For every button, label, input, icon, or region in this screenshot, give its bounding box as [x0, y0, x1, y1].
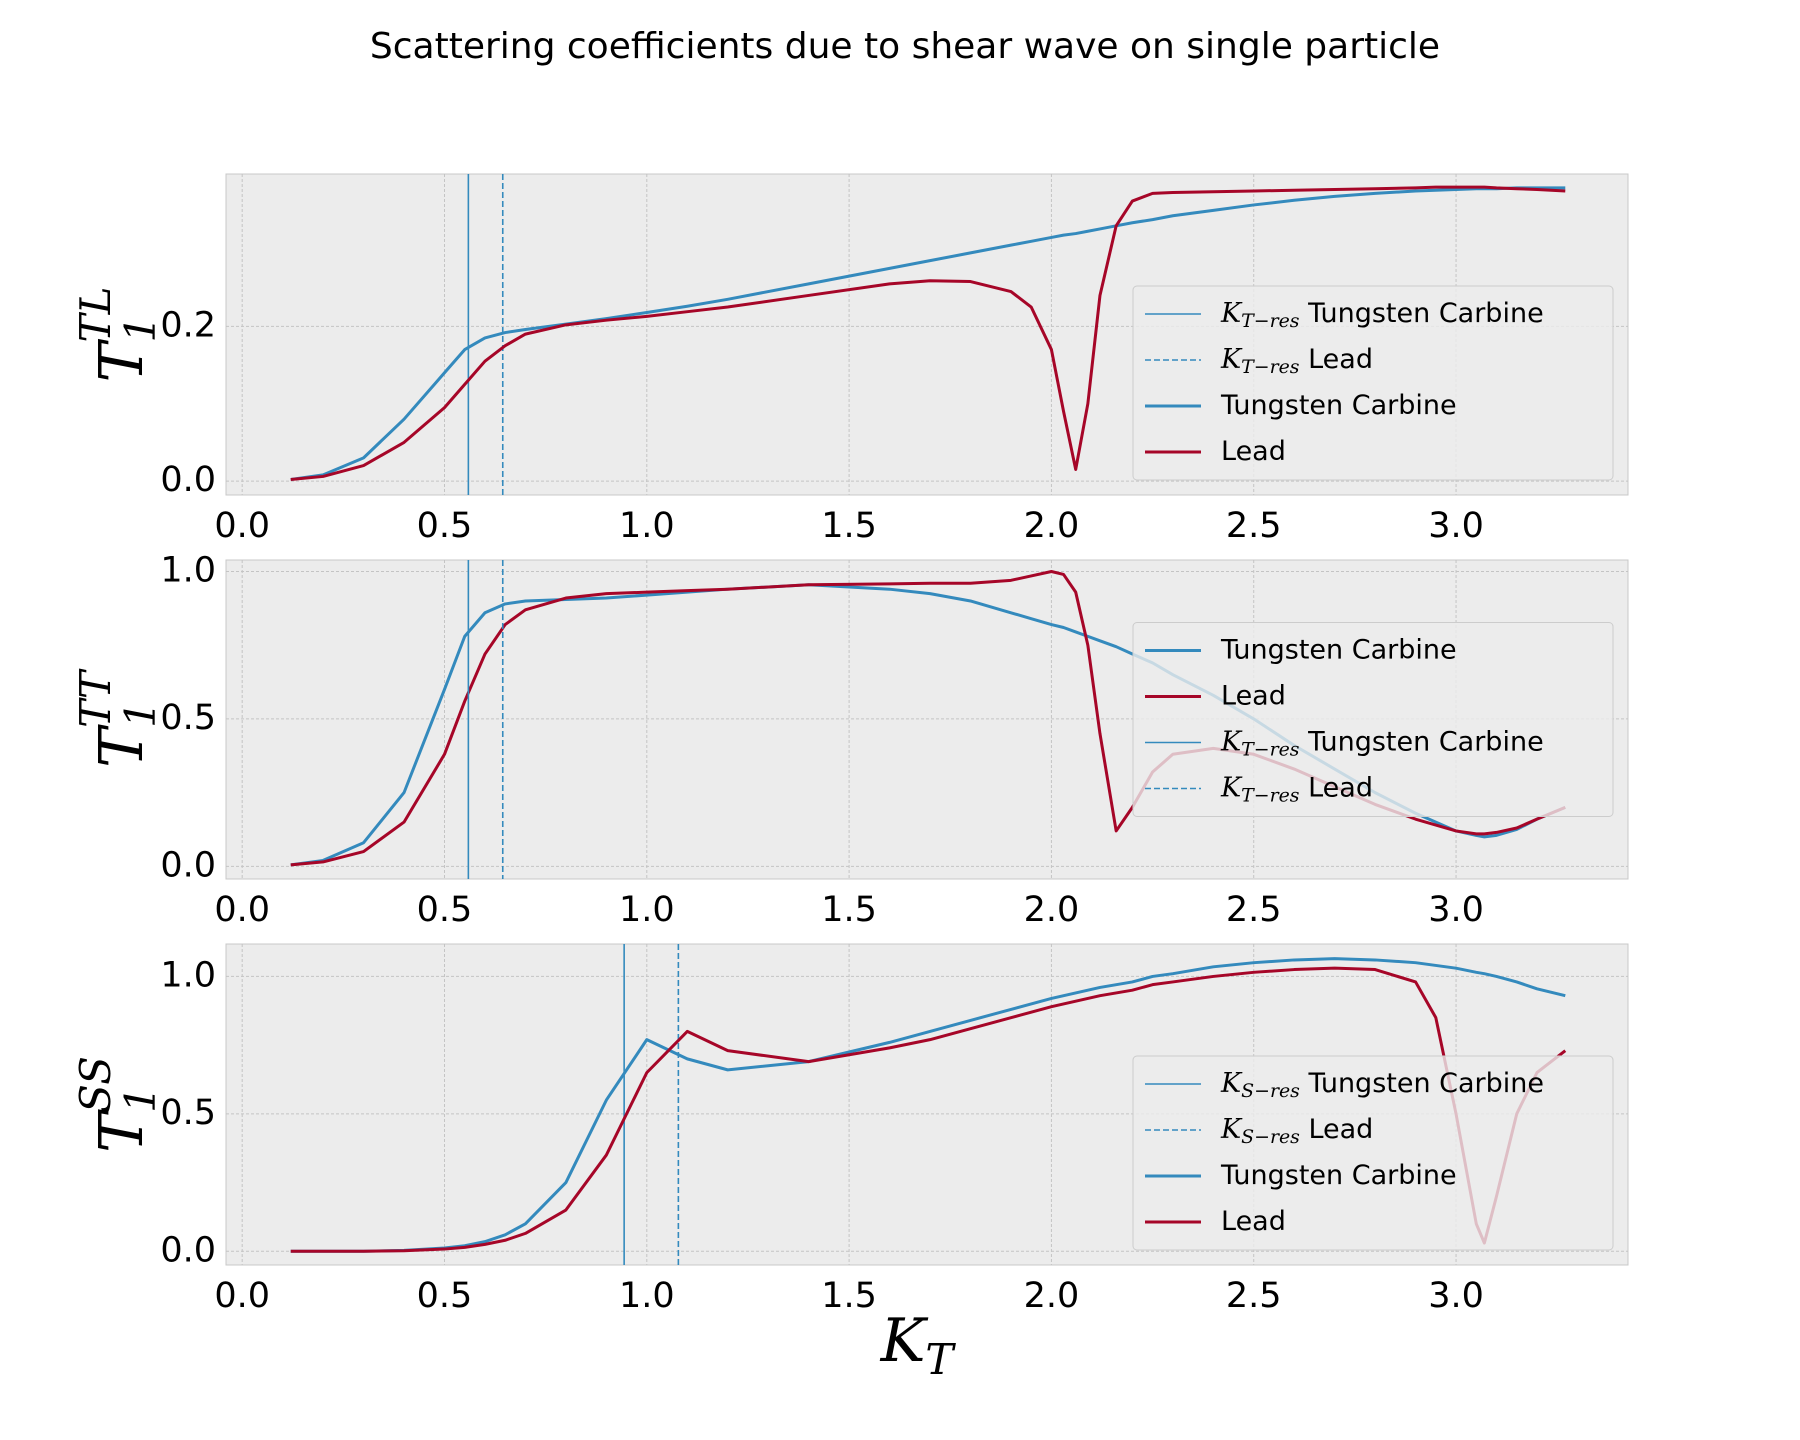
y-axis-label: T1SS	[71, 1056, 165, 1153]
x-tick-label: 2.0	[1024, 1276, 1080, 1316]
legend-label: KT−res Tungsten Carbine	[1220, 726, 1544, 761]
y-tick-label: 0.0	[160, 460, 216, 500]
series-line	[290, 186, 1566, 482]
x-tick-label: 1.5	[821, 890, 877, 930]
series-line	[290, 583, 1566, 867]
legend-label: Tungsten Carbine	[1220, 1160, 1457, 1191]
y-tick-label: 0.0	[160, 1230, 216, 1270]
x-tick-label: 1.0	[619, 1276, 675, 1316]
y-tick-label: 0.5	[160, 1093, 216, 1133]
legend-label: KS−res Lead	[1220, 1114, 1373, 1149]
x-tick-label: 2.5	[1226, 890, 1282, 930]
x-tick-label: 2.0	[1024, 506, 1080, 546]
legend-label: KT−res Lead	[1220, 344, 1373, 379]
legend-box	[1132, 285, 1614, 481]
x-tick-label: 0.0	[214, 506, 270, 546]
x-tick-label: 3.0	[1428, 506, 1484, 546]
series-line	[290, 185, 1566, 482]
y-label-group: T1TL	[71, 287, 165, 383]
x-tick-label: 1.5	[821, 1276, 877, 1316]
x-tick-label: 2.5	[1226, 1276, 1282, 1316]
figure-title: Scattering coefficients due to shear wav…	[370, 26, 1440, 67]
y-tick-label: 1.0	[160, 550, 216, 590]
legend-box	[1132, 622, 1614, 817]
legend-label: Lead	[1221, 1206, 1286, 1237]
y-tick-label: 0.5	[160, 698, 216, 738]
subplot: 0.0 0.5 1.0 1.5 2.0 2.5 3.0 0.0 0.5 1.0 KS−res Tun…	[71, 943, 1629, 1384]
y-tick-label: 0.0	[160, 845, 216, 885]
legend: KS−res Tungsten Carbine KS−res Lead Tungst…	[1132, 1055, 1614, 1251]
subplot: 0.0 0.5 1.0 1.5 2.0 2.5 3.0 0.0 0.5 1.0 Tungsten C…	[71, 550, 1629, 930]
x-tick-label: 0.5	[417, 506, 473, 546]
y-axis-label: T1TT	[71, 668, 165, 768]
legend-box	[1132, 1055, 1614, 1251]
x-tick-label: 3.0	[1428, 890, 1484, 930]
subplot: 0.0 0.5 1.0 1.5 2.0 2.5 3.0 0.0 0.2 KT−res Tungst…	[71, 173, 1629, 546]
series-line	[290, 957, 1566, 1253]
x-tick-label: 2.0	[1024, 890, 1080, 930]
y-tick-label: 1.0	[160, 955, 216, 995]
y-tick-label: 0.2	[160, 305, 216, 345]
x-tick-label: 1.0	[619, 890, 675, 930]
series-line	[290, 966, 1567, 1253]
x-tick-label: 0.0	[214, 890, 270, 930]
legend: KT−res Tungsten Carbine KT−res Lead Tungst…	[1132, 285, 1614, 481]
legend-label: Lead	[1221, 436, 1286, 467]
y-axis-label: T1TL	[71, 287, 165, 383]
x-tick-label: 3.0	[1428, 1276, 1484, 1316]
series-line	[290, 570, 1566, 867]
x-axis-label: KT	[880, 1306, 957, 1384]
x-tick-label: 1.0	[619, 506, 675, 546]
legend-label: KT−res Tungsten Carbine	[1220, 298, 1544, 333]
legend: Tungsten Carbine Lead KT−res Tungsten Carb…	[1132, 622, 1614, 817]
x-tick-label: 2.5	[1226, 506, 1282, 546]
legend-label: Lead	[1221, 680, 1286, 711]
legend-label: KT−res Lead	[1220, 772, 1373, 807]
y-label-group: T1TT	[71, 668, 165, 768]
legend-label: Tungsten Carbine	[1220, 634, 1457, 665]
x-tick-label: 0.0	[214, 1276, 270, 1316]
x-tick-label: 1.5	[821, 506, 877, 546]
legend-label: KS−res Tungsten Carbine	[1220, 1068, 1544, 1103]
x-tick-label: 0.5	[417, 1276, 473, 1316]
x-tick-label: 0.5	[417, 890, 473, 930]
y-label-group: T1SS	[71, 1056, 165, 1153]
legend-label: Tungsten Carbine	[1220, 390, 1457, 421]
